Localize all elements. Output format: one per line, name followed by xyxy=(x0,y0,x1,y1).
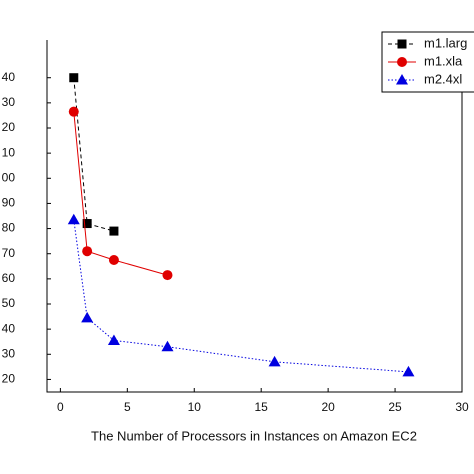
x-tick-label: 10 xyxy=(188,400,202,414)
data-point xyxy=(402,365,415,377)
y-tick-label: 60 xyxy=(2,271,16,285)
legend-label: m1.xla xyxy=(424,53,463,68)
data-point xyxy=(82,246,93,257)
y-tick-label: 50 xyxy=(2,296,16,310)
data-point xyxy=(81,311,94,323)
y-tick-label: 40 xyxy=(2,321,16,335)
y-tick-label: 10 xyxy=(2,145,16,159)
y-tick-label: 90 xyxy=(2,196,16,210)
y-tick-label: 30 xyxy=(2,346,16,360)
y-tick-label: 30 xyxy=(2,95,16,109)
data-point xyxy=(109,226,119,236)
y-tick-label: 20 xyxy=(2,372,16,386)
data-point xyxy=(108,255,119,265)
legend-marker xyxy=(397,57,407,67)
x-tick-label: 25 xyxy=(388,400,402,414)
series-line xyxy=(73,219,409,373)
data-point xyxy=(68,106,79,117)
data-point xyxy=(69,73,79,83)
legend-label: m1.larg xyxy=(424,35,467,50)
y-tick-label: 20 xyxy=(2,120,16,134)
data-point xyxy=(67,213,80,225)
data-point xyxy=(268,355,281,367)
x-tick-label: 5 xyxy=(124,400,131,414)
x-tick-label: 15 xyxy=(255,400,269,414)
legend-marker xyxy=(396,74,408,85)
y-tick-label: 70 xyxy=(2,246,16,260)
x-tick-label: 0 xyxy=(57,400,64,414)
x-axis-label: The Number of Processors in Instances on… xyxy=(91,428,417,443)
y-tick-label: 80 xyxy=(2,221,16,235)
data-point xyxy=(161,340,174,352)
y-tick-label: 00 xyxy=(2,170,16,184)
series-line xyxy=(73,77,115,232)
data-point xyxy=(107,334,120,345)
data-point xyxy=(162,270,173,281)
legend-label: m2.4xl xyxy=(424,71,462,86)
x-tick-label: 20 xyxy=(321,400,335,414)
data-point xyxy=(82,219,92,229)
x-tick-label: 30 xyxy=(455,400,469,414)
series-line xyxy=(73,111,168,276)
y-tick-label: 40 xyxy=(2,70,16,84)
legend-marker xyxy=(397,39,407,49)
axis-frame xyxy=(46,40,463,393)
